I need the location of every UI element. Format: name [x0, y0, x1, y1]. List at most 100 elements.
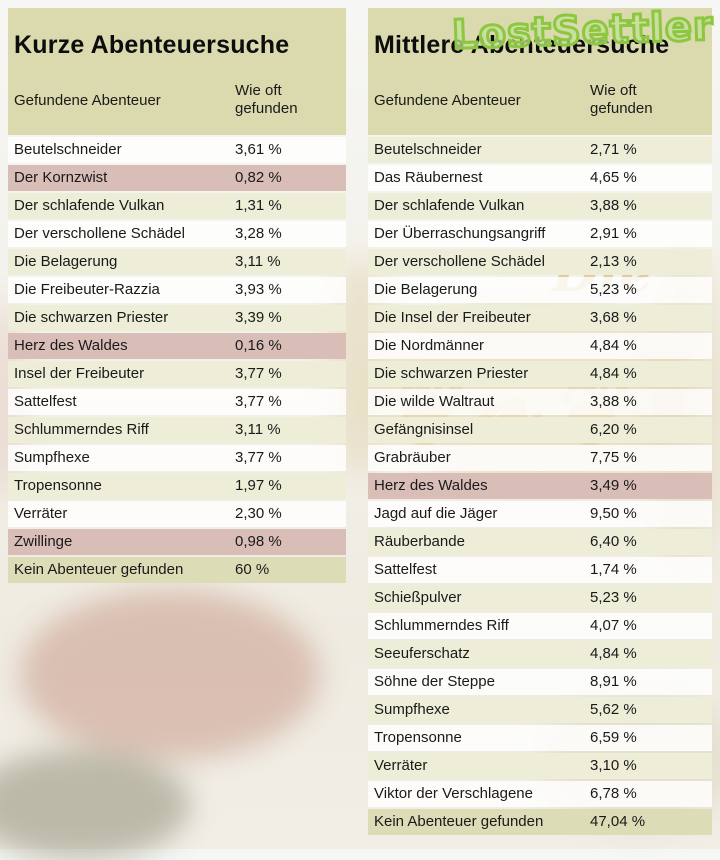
- table-row: Der Kornzwist 0,82 %: [8, 165, 346, 191]
- adventure-name: Der Überraschungsangriff: [374, 225, 546, 242]
- table-row: Verräter 2,30 %: [8, 501, 346, 527]
- col-frequency: Wie oft gefunden: [590, 82, 653, 117]
- adventure-name: Gefängnisinsel: [374, 421, 474, 438]
- frequency-value: 3,88 %: [590, 197, 637, 214]
- col-adventure: Gefundene Abenteuer: [374, 91, 521, 109]
- table-row: Herz des Waldes 3,49 %: [368, 473, 712, 499]
- table-row: Die wilde Waltraut 3,88 %: [368, 389, 712, 415]
- frequency-value: 4,84 %: [590, 337, 637, 354]
- frequency-value: 0,16 %: [235, 337, 282, 354]
- frequency-value: 3,77 %: [235, 365, 282, 382]
- frequency-value: 5,23 %: [590, 589, 637, 606]
- frequency-value: 1,97 %: [235, 477, 282, 494]
- adventure-name: Das Räubernest: [374, 169, 483, 186]
- adventure-name: Beutelschneider: [14, 141, 122, 158]
- frequency-value: 3,93 %: [235, 281, 282, 298]
- table-header: Kurze Abenteuersuche Gefundene Abenteuer…: [8, 8, 346, 135]
- lostsettler-watermark: LostSettler: [450, 2, 716, 60]
- adventure-name: Grabräuber: [374, 449, 451, 466]
- frequency-value: 7,75 %: [590, 449, 637, 466]
- table-row: Jagd auf die Jäger 9,50 %: [368, 501, 712, 527]
- frequency-value: 6,59 %: [590, 729, 637, 746]
- background-blob: [0, 750, 190, 860]
- adventure-name: Die Freibeuter-Razzia: [14, 281, 160, 298]
- adventure-name: Beutelschneider: [374, 141, 482, 158]
- table-row: Der verschollene Schädel 3,28 %: [8, 221, 346, 247]
- table-row: Die Freibeuter-Razzia 3,93 %: [8, 277, 346, 303]
- table-row: Kein Abenteuer gefunden 47,04 %: [368, 809, 712, 835]
- adventure-name: Die wilde Waltraut: [374, 393, 495, 410]
- frequency-value: 3,77 %: [235, 449, 282, 466]
- table-row: Tropensonne 1,97 %: [8, 473, 346, 499]
- column-headers: Gefundene Abenteuer Wie oft gefunden: [368, 82, 712, 118]
- table-row: Der verschollene Schädel 2,13 %: [368, 249, 712, 275]
- frequency-value: 4,65 %: [590, 169, 637, 186]
- table-row: Schlummerndes Riff 4,07 %: [368, 613, 712, 639]
- adventure-table: Kurze Abenteuersuche Gefundene Abenteuer…: [8, 8, 346, 835]
- table-row: Beutelschneider 3,61 %: [8, 137, 346, 163]
- table-row: Gefängnisinsel 6,20 %: [368, 417, 712, 443]
- adventure-name: Der verschollene Schädel: [374, 253, 545, 270]
- page: Kurze Abenteuersuche Gefundene Abenteuer…: [8, 8, 712, 835]
- table-row: Das Räubernest 4,65 %: [368, 165, 712, 191]
- frequency-value: 3,88 %: [590, 393, 637, 410]
- table-row: Beutelschneider 2,71 %: [368, 137, 712, 163]
- adventure-name: Tropensonne: [374, 729, 462, 746]
- table-row: Herz des Waldes 0,16 %: [8, 333, 346, 359]
- frequency-value: 0,98 %: [235, 533, 282, 550]
- frequency-value: 3,11 %: [235, 253, 281, 270]
- adventure-name: Die schwarzen Priester: [14, 309, 169, 326]
- rows: Beutelschneider 3,61 % Der Kornzwist 0,8…: [8, 137, 346, 583]
- adventure-name: Schlummerndes Riff: [374, 617, 509, 634]
- frequency-value: 4,84 %: [590, 365, 637, 382]
- table-row: Die Belagerung 3,11 %: [8, 249, 346, 275]
- table-row: Der schlafende Vulkan 3,88 %: [368, 193, 712, 219]
- frequency-value: 4,84 %: [590, 645, 637, 662]
- adventure-name: Seeuferschatz: [374, 645, 470, 662]
- adventure-name: Die Belagerung: [14, 253, 118, 270]
- frequency-value: 3,28 %: [235, 225, 282, 242]
- frequency-value: 3,68 %: [590, 309, 637, 326]
- adventure-name: Schlummerndes Riff: [14, 421, 149, 438]
- col-adventure: Gefundene Abenteuer: [14, 91, 161, 109]
- adventure-name: Die Nordmänner: [374, 337, 485, 354]
- table-row: Der schlafende Vulkan 1,31 %: [8, 193, 346, 219]
- frequency-value: 3,39 %: [235, 309, 282, 326]
- frequency-value: 3,61 %: [235, 141, 282, 158]
- adventure-name: Zwillinge: [14, 533, 73, 550]
- adventure-name: Verräter: [14, 505, 68, 522]
- adventure-name: Die schwarzen Priester: [374, 365, 529, 382]
- table-row: Söhne der Steppe 8,91 %: [368, 669, 712, 695]
- adventure-name: Tropensonne: [14, 477, 102, 494]
- table-row: Die schwarzen Priester 4,84 %: [368, 361, 712, 387]
- frequency-value: 3,77 %: [235, 393, 282, 410]
- adventure-name: Sattelfest: [14, 393, 77, 410]
- frequency-value: 5,23 %: [590, 281, 637, 298]
- table-row: Insel der Freibeuter 3,77 %: [8, 361, 346, 387]
- table-row: Verräter 3,10 %: [368, 753, 712, 779]
- adventure-name: Der verschollene Schädel: [14, 225, 185, 242]
- adventure-table: Mittlere Abenteuersuche Gefundene Abente…: [368, 8, 712, 835]
- adventure-name: Die Belagerung: [374, 281, 478, 298]
- table-row: Sattelfest 3,77 %: [8, 389, 346, 415]
- adventure-name: Sumpfhexe: [374, 701, 450, 718]
- adventure-name: Kein Abenteuer gefunden: [14, 561, 184, 578]
- table-title: Kurze Abenteuersuche: [14, 31, 290, 59]
- column-headers: Gefundene Abenteuer Wie oft gefunden: [8, 82, 346, 118]
- frequency-value: 4,07 %: [590, 617, 637, 634]
- frequency-value: 2,71 %: [590, 141, 637, 158]
- adventure-name: Der Kornzwist: [14, 169, 108, 186]
- frequency-value: 47,04 %: [590, 813, 646, 830]
- frequency-value: 0,82 %: [235, 169, 282, 186]
- col-frequency: Wie oft gefunden: [235, 82, 298, 117]
- frequency-value: 2,13 %: [590, 253, 637, 270]
- table-row: Zwillinge 0,98 %: [8, 529, 346, 555]
- frequency-value: 5,62 %: [590, 701, 637, 718]
- frequency-value: 2,91 %: [590, 225, 637, 242]
- frequency-value: 8,91 %: [590, 673, 637, 690]
- table-row: Schießpulver 5,23 %: [368, 585, 712, 611]
- table-row: Sumpfhexe 5,62 %: [368, 697, 712, 723]
- rows: Beutelschneider 2,71 % Das Räubernest 4,…: [368, 137, 712, 835]
- adventure-name: Der schlafende Vulkan: [374, 197, 525, 214]
- frequency-value: 6,20 %: [590, 421, 637, 438]
